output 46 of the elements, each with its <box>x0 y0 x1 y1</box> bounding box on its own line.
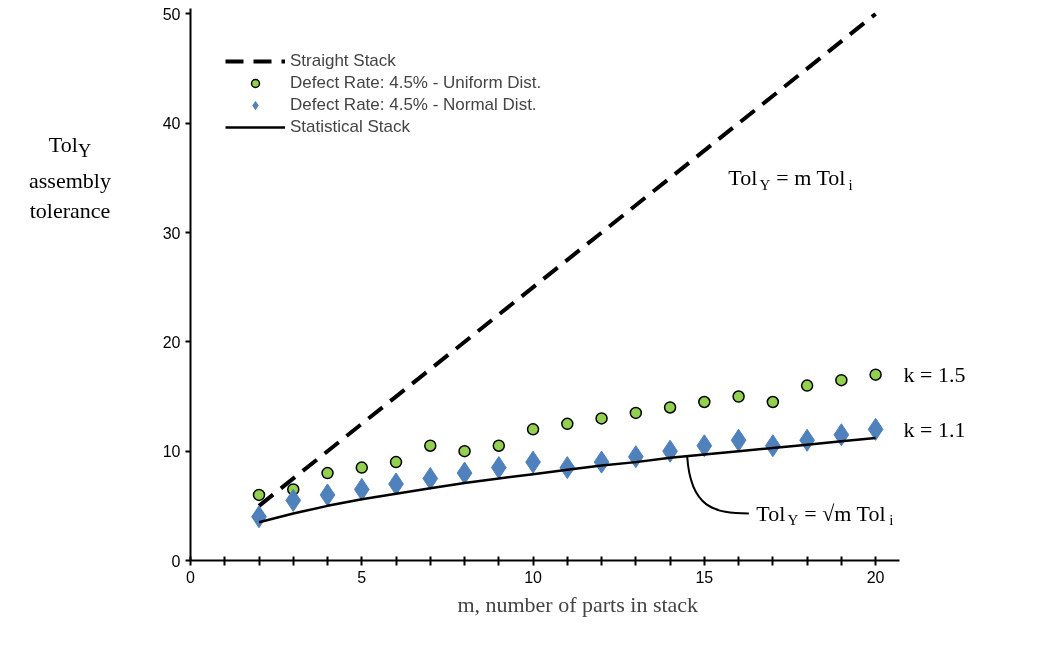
point <box>698 395 711 409</box>
point <box>492 439 506 452</box>
point <box>867 417 884 441</box>
y-tick-label: 0 <box>171 552 181 570</box>
x-tick-label: 20 <box>866 568 885 586</box>
y-tick-label: 20 <box>162 333 181 351</box>
point <box>321 466 334 480</box>
point <box>490 456 507 480</box>
point <box>355 461 369 474</box>
point <box>833 423 850 447</box>
point <box>730 428 747 452</box>
x-axis-title: m, number of parts in stack <box>457 591 699 617</box>
point <box>696 434 713 458</box>
legend-label: Defect Rate: 4.5% - Uniform Dist. <box>290 72 542 94</box>
x-tick-label: 5 <box>357 568 367 586</box>
point <box>869 368 882 381</box>
y-tick-label: 30 <box>162 224 181 242</box>
point <box>389 455 403 469</box>
text: k = 1.5 <box>903 362 966 388</box>
point <box>663 401 677 414</box>
point <box>766 395 780 409</box>
point <box>595 412 608 425</box>
point <box>526 423 540 436</box>
point <box>800 379 814 392</box>
y-tick-label: 50 <box>162 5 181 23</box>
legend-label: Defect Rate: 4.5% - Normal Dist. <box>290 94 537 116</box>
x-tick-label: 10 <box>524 568 543 586</box>
legend-label: Statistical Stack <box>290 116 410 138</box>
point <box>458 444 471 458</box>
point <box>252 488 266 502</box>
point <box>456 461 473 485</box>
text: k = 1.1 <box>903 416 966 442</box>
legend-label: Straight Stack <box>290 50 396 72</box>
point <box>732 390 745 403</box>
x-tick-label: 15 <box>695 568 714 586</box>
point <box>285 488 302 512</box>
y-tick-label: 40 <box>162 115 181 133</box>
point <box>424 439 437 452</box>
point <box>353 477 370 501</box>
point <box>629 406 643 420</box>
point <box>561 417 574 431</box>
y-axis-title: Tol$_{Y}$ assembly tolerance <box>29 131 111 226</box>
y-tick-label: 10 <box>162 443 181 461</box>
point <box>319 483 336 507</box>
point <box>835 373 848 387</box>
x-tick-label: 0 <box>186 568 196 586</box>
